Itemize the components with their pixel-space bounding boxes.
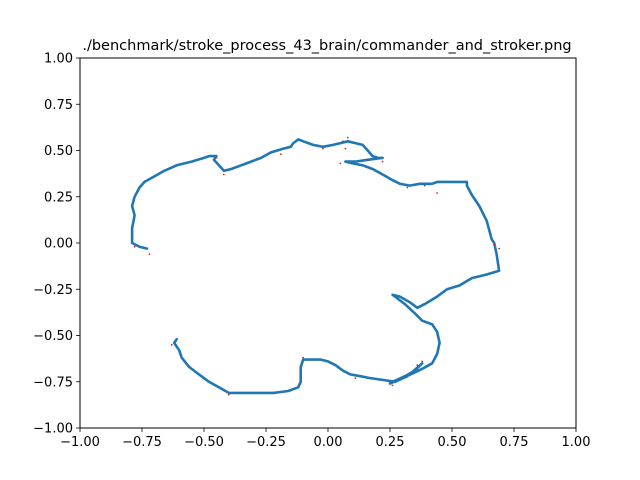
chart-title: ./benchmark/stroke_process_43_brain/comm… (82, 38, 571, 54)
marker-point (222, 173, 225, 176)
marker-point (170, 343, 173, 346)
marker-point (302, 356, 305, 359)
x-tick-label: 0.75 (500, 435, 529, 450)
marker-point (342, 140, 344, 143)
marker-point (133, 245, 136, 248)
plot-frame (79, 57, 577, 429)
x-tick-label: 1.00 (562, 435, 591, 450)
y-tick-label: −0.25 (33, 283, 73, 298)
marker-point (391, 384, 394, 387)
marker-point (354, 377, 357, 379)
marker-point (423, 184, 426, 187)
x-tick-label: −0.50 (184, 435, 224, 450)
marker-point (339, 162, 342, 165)
y-axis: −1.00 −0.75 −0.50 −0.25 0.00 0.25 0.50 0.75 1.00 (33, 52, 80, 437)
x-tick-label: −0.25 (246, 435, 286, 450)
y-tick-label: 0.75 (44, 98, 73, 113)
y-tick-label: 1.00 (44, 52, 73, 67)
x-tick-label: −1.00 (60, 435, 100, 450)
marker-point (498, 247, 500, 250)
marker-point (416, 364, 419, 366)
marker-point (381, 160, 384, 163)
marker-point (366, 158, 369, 161)
y-tick-label: 0.00 (44, 237, 73, 252)
marker-layer (133, 136, 500, 396)
x-tick-label: −0.75 (122, 435, 162, 450)
y-tick-label: −0.50 (33, 329, 73, 344)
marker-point (421, 360, 424, 363)
x-axis: −1.00 −0.75 −0.50 −0.25 0.00 0.25 0.50 0.75 1.00 (60, 428, 590, 450)
marker-point (406, 186, 409, 189)
y-tick-label: 0.25 (44, 190, 73, 205)
y-tick-label: 0.50 (44, 144, 73, 159)
stroke-layer (130, 138, 501, 395)
marker-point (215, 157, 218, 159)
x-tick-label: 0.00 (314, 435, 343, 450)
x-tick-label: 0.25 (376, 435, 405, 450)
marker-point (280, 153, 282, 156)
y-tick-label: −1.00 (33, 422, 73, 437)
marker-point (346, 136, 349, 139)
marker-point (344, 147, 347, 150)
marker-point (322, 147, 324, 150)
marker-point (436, 192, 438, 194)
marker-point (493, 243, 496, 246)
marker-point (148, 253, 151, 256)
y-tick-label: −0.75 (33, 375, 73, 390)
marker-point (227, 393, 230, 396)
stroke-series-line (130, 138, 501, 395)
x-tick-label: 0.50 (438, 435, 467, 450)
